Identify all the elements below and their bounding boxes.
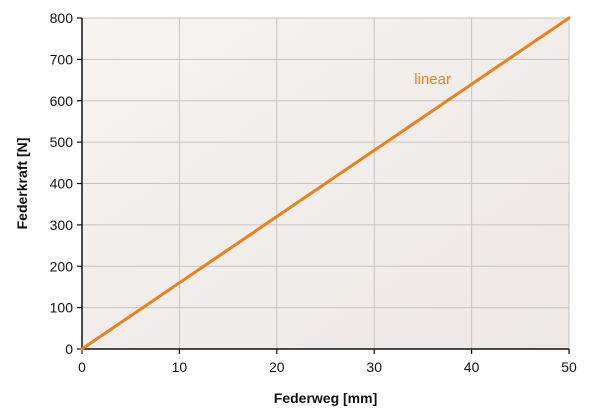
y-tick-label-200: 200 (50, 258, 74, 274)
series-line-linear (80, 16, 571, 351)
y-tick-label-300: 300 (50, 217, 74, 233)
x-tick-label-10: 10 (172, 359, 188, 375)
x-tick-label-50: 50 (561, 359, 577, 375)
y-tick-label-600: 600 (50, 93, 74, 109)
x-axis-title: Federweg [mm] (274, 390, 377, 406)
x-tick-label-30: 30 (366, 359, 382, 375)
y-tick-label-400: 400 (50, 176, 74, 192)
series-label-linear: linear (414, 71, 451, 88)
x-tick-label-0: 0 (78, 359, 86, 375)
y-tick-label-700: 700 (50, 51, 74, 67)
y-tick-label-100: 100 (50, 300, 74, 316)
x-tick-label-20: 20 (269, 359, 285, 375)
series: linear (80, 16, 571, 351)
y-tick-label-800: 800 (50, 10, 74, 26)
x-tick-label-40: 40 (464, 359, 480, 375)
y-tick-label-500: 500 (50, 134, 74, 150)
y-axis-title: Federkraft [N] (14, 138, 30, 230)
y-tick-label-0: 0 (65, 341, 73, 357)
